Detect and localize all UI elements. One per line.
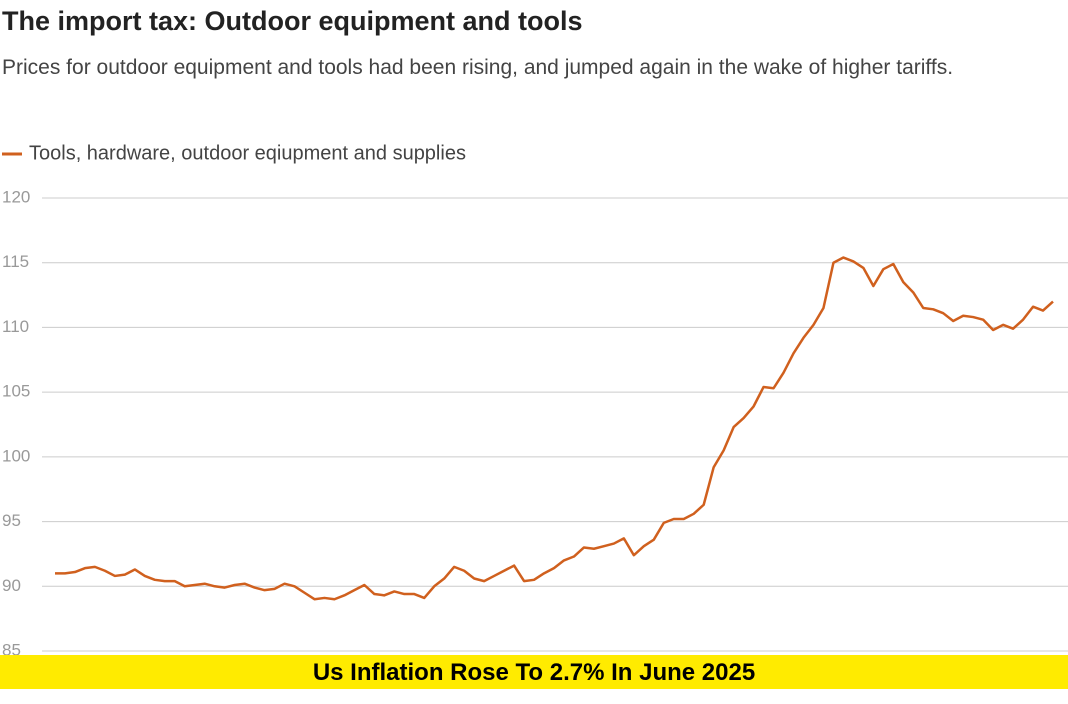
y-tick-label: 90 [2,576,21,595]
data-line [55,256,1054,601]
y-tick-label: 120 [2,187,30,206]
chart: 85 90 95 100 105 110 115 120 Tools, hardware, ou… [2,142,1068,655]
y-tick-label: 110 [2,317,29,336]
y-tick-label: 100 [2,446,30,465]
y-tick-label: 95 [2,511,21,530]
chart-title: The import tax: Outdoor equipment and to… [2,6,583,36]
y-tick-label: 85 [2,640,21,655]
y-tick-label: 115 [2,252,29,271]
legend-label: Tools, hardware, outdoor eqiupment and s… [29,142,466,164]
y-tick-label: 105 [2,382,30,401]
chart-subtitle: Prices for outdoor equipment and tools h… [2,56,954,79]
banner: Us Inflation Rose To 2.7% In June 2025 [0,655,1068,689]
